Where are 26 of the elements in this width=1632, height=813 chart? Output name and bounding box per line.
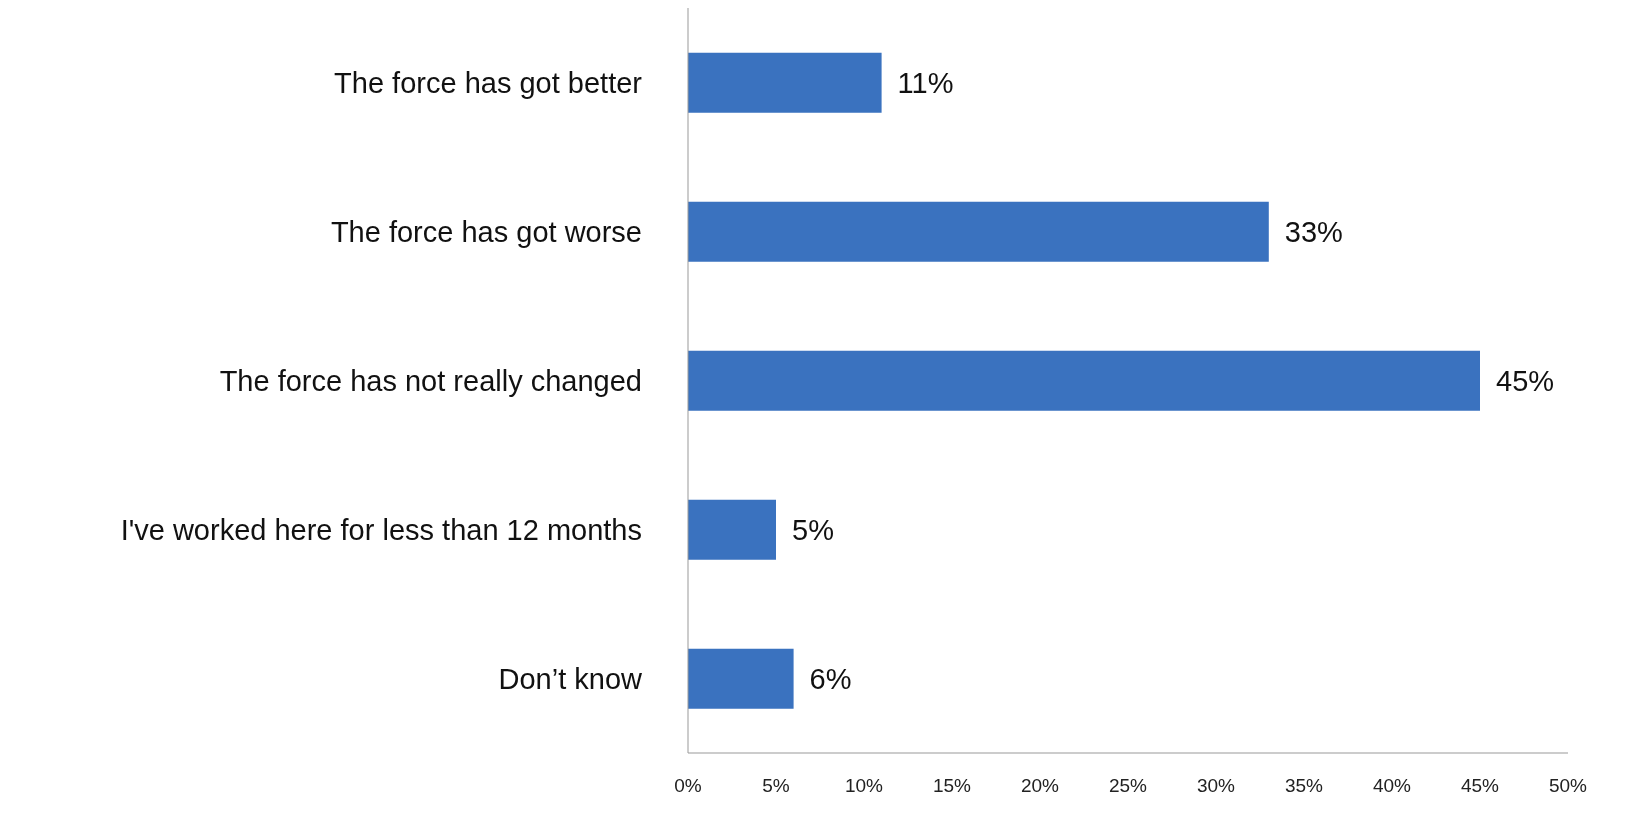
- data-label: 45%: [1496, 365, 1555, 397]
- x-tick-label: 20%: [1020, 775, 1060, 797]
- y-tick-label: The force has got worse: [330, 215, 642, 248]
- x-tick-label: 5%: [762, 775, 790, 797]
- bar: [688, 499, 776, 560]
- data-label: 5%: [792, 513, 834, 546]
- x-tick-label: 40%: [1372, 775, 1412, 797]
- data-label: 33%: [1284, 215, 1343, 248]
- data-label: 11%: [897, 66, 954, 99]
- x-tick-label: 45%: [1460, 775, 1500, 797]
- x-tick-label: 10%: [844, 775, 884, 797]
- x-tick-label: 50%: [1548, 775, 1588, 797]
- x-tick-label: 25%: [1108, 775, 1148, 797]
- x-tick-label: 30%: [1196, 775, 1236, 797]
- x-tick-label: 0%: [674, 775, 702, 797]
- x-tick-label: 35%: [1284, 775, 1324, 797]
- x-tick-label: 15%: [932, 775, 972, 797]
- bar: [688, 648, 794, 709]
- bar: [688, 350, 1480, 411]
- bar: [688, 52, 882, 113]
- y-tick-label: I've worked here for less than 12 months: [120, 513, 642, 546]
- bar: [688, 201, 1269, 262]
- y-tick-label: Don’t know: [498, 662, 644, 695]
- y-tick-label: The force has got better: [334, 66, 643, 99]
- data-label: 6%: [809, 662, 852, 695]
- y-tick-label: The force has not really changed: [219, 364, 642, 397]
